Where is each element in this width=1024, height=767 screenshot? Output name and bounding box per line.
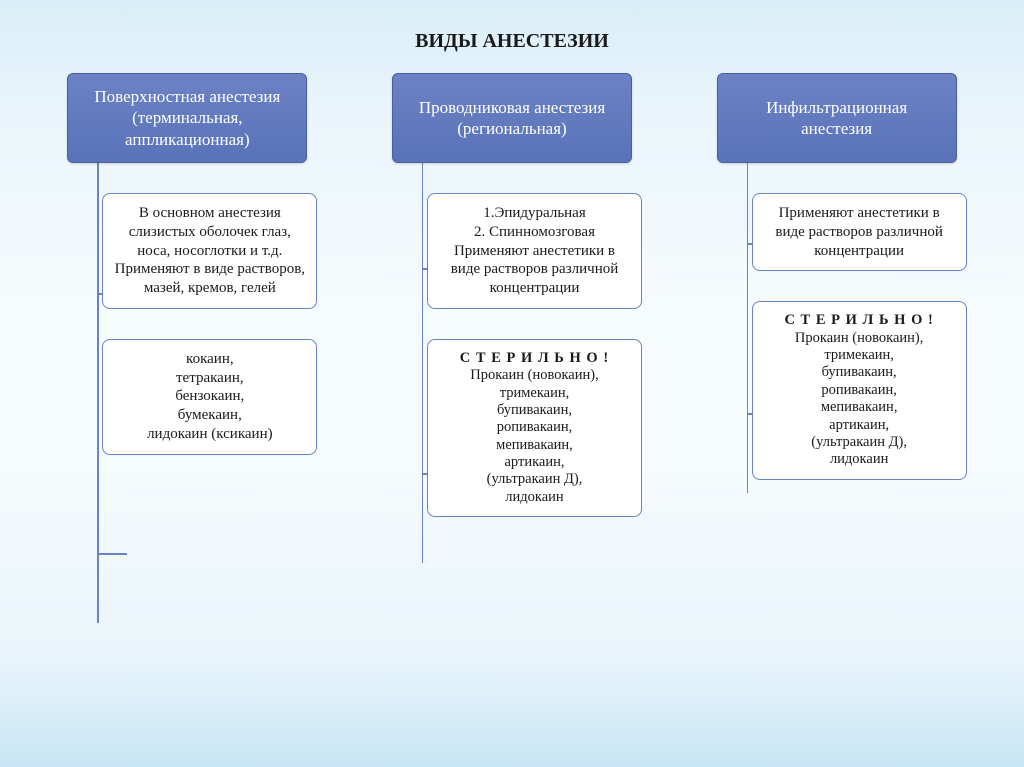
sterile-label: С Т Е Р И Л Ь Н О ! <box>763 312 956 329</box>
sterile-label: С Т Е Р И Л Ь Н О ! <box>438 350 631 367</box>
header-conduction: Проводниковая анестезия (региональная) <box>392 73 632 163</box>
surface-desc-box: В основном анестезия слизистых оболочек … <box>102 193 317 309</box>
header-infiltration: Инфильтрационная анестезия <box>717 73 957 163</box>
columns-container: Поверхностная анестезия (терминальная, а… <box>0 73 1024 517</box>
column-surface: Поверхностная анестезия (терминальная, а… <box>37 73 337 517</box>
infiltration-drugs-box: С Т Е Р И Л Ь Н О ! Прокаин (новокаин),т… <box>752 301 967 480</box>
infiltration-drug-list: Прокаин (новокаин),тримекаин,бупивакаин,… <box>763 330 956 469</box>
infiltration-desc-box: Применяют анестетики в виде растворов ра… <box>752 193 967 271</box>
column-infiltration: Инфильтрационная анестезия Применяют ане… <box>687 73 987 517</box>
conduction-desc-box: 1.Эпидуральная2. СпинномозговаяПрименяют… <box>427 193 642 309</box>
page-title: ВИДЫ АНЕСТЕЗИИ <box>0 0 1024 73</box>
header-surface: Поверхностная анестезия (терминальная, а… <box>67 73 307 163</box>
surface-drugs-box: кокаин,тетракаин,бензокаин,бумекаин,лидо… <box>102 339 317 455</box>
column-conduction: Проводниковая анестезия (региональная) 1… <box>362 73 662 517</box>
conduction-drug-list: Прокаин (новокаин),тримекаин,бупивакаин,… <box>438 367 631 506</box>
conduction-drugs-box: С Т Е Р И Л Ь Н О ! Прокаин (новокаин),т… <box>427 339 642 518</box>
